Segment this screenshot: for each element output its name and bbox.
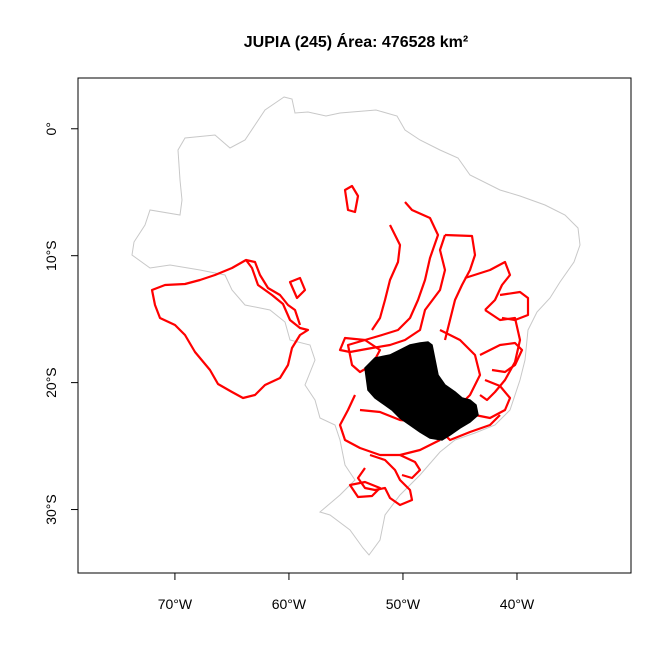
country-border bbox=[131, 96, 581, 556]
sub-basin-south-3 bbox=[356, 453, 414, 507]
jupia-basin-area bbox=[364, 341, 479, 441]
sub-basin-guapore bbox=[245, 258, 302, 326]
y-tick-label: 20°S bbox=[43, 367, 59, 398]
sub-basin-east-4 bbox=[474, 378, 512, 420]
sub-basin-north-fragment bbox=[343, 184, 360, 214]
sub-basin-outlines bbox=[150, 184, 530, 507]
selected-basin bbox=[364, 341, 479, 441]
chart-title: JUPIA (245) Área: 476528 km² bbox=[244, 32, 468, 51]
sub-basin-tocantins-west bbox=[338, 201, 447, 354]
sub-basin-northeast bbox=[443, 233, 477, 341]
x-tick-label: 40°W bbox=[500, 596, 535, 612]
sub-basin-tocantins-main bbox=[371, 224, 402, 331]
brazil-outline bbox=[131, 96, 581, 556]
y-axis: 0° 10°S 20°S 30°S bbox=[43, 122, 79, 525]
y-tick-label: 10°S bbox=[43, 240, 59, 271]
sub-basin-south-5 bbox=[348, 480, 382, 499]
sub-basin-south-1 bbox=[338, 394, 441, 457]
y-tick-label: 30°S bbox=[43, 494, 59, 525]
plot-frame bbox=[77, 77, 632, 574]
x-tick-label: 70°W bbox=[158, 596, 193, 612]
sub-basin-east-3 bbox=[479, 341, 524, 374]
sub-basin-sao-francisco bbox=[479, 309, 522, 402]
sub-basin-east-2 bbox=[499, 290, 530, 322]
sub-basin-east-1 bbox=[464, 260, 512, 311]
x-tick-label: 50°W bbox=[386, 596, 421, 612]
sub-basin-madeira bbox=[150, 258, 310, 400]
x-axis: 70°W 60°W 50°W 40°W bbox=[158, 572, 535, 612]
sub-basin-small-north bbox=[288, 276, 307, 300]
sub-basin-south-4 bbox=[399, 454, 422, 480]
x-tick-label: 60°W bbox=[272, 596, 307, 612]
y-tick-label: 0° bbox=[43, 122, 59, 135]
sub-basin-center-east bbox=[439, 329, 482, 406]
